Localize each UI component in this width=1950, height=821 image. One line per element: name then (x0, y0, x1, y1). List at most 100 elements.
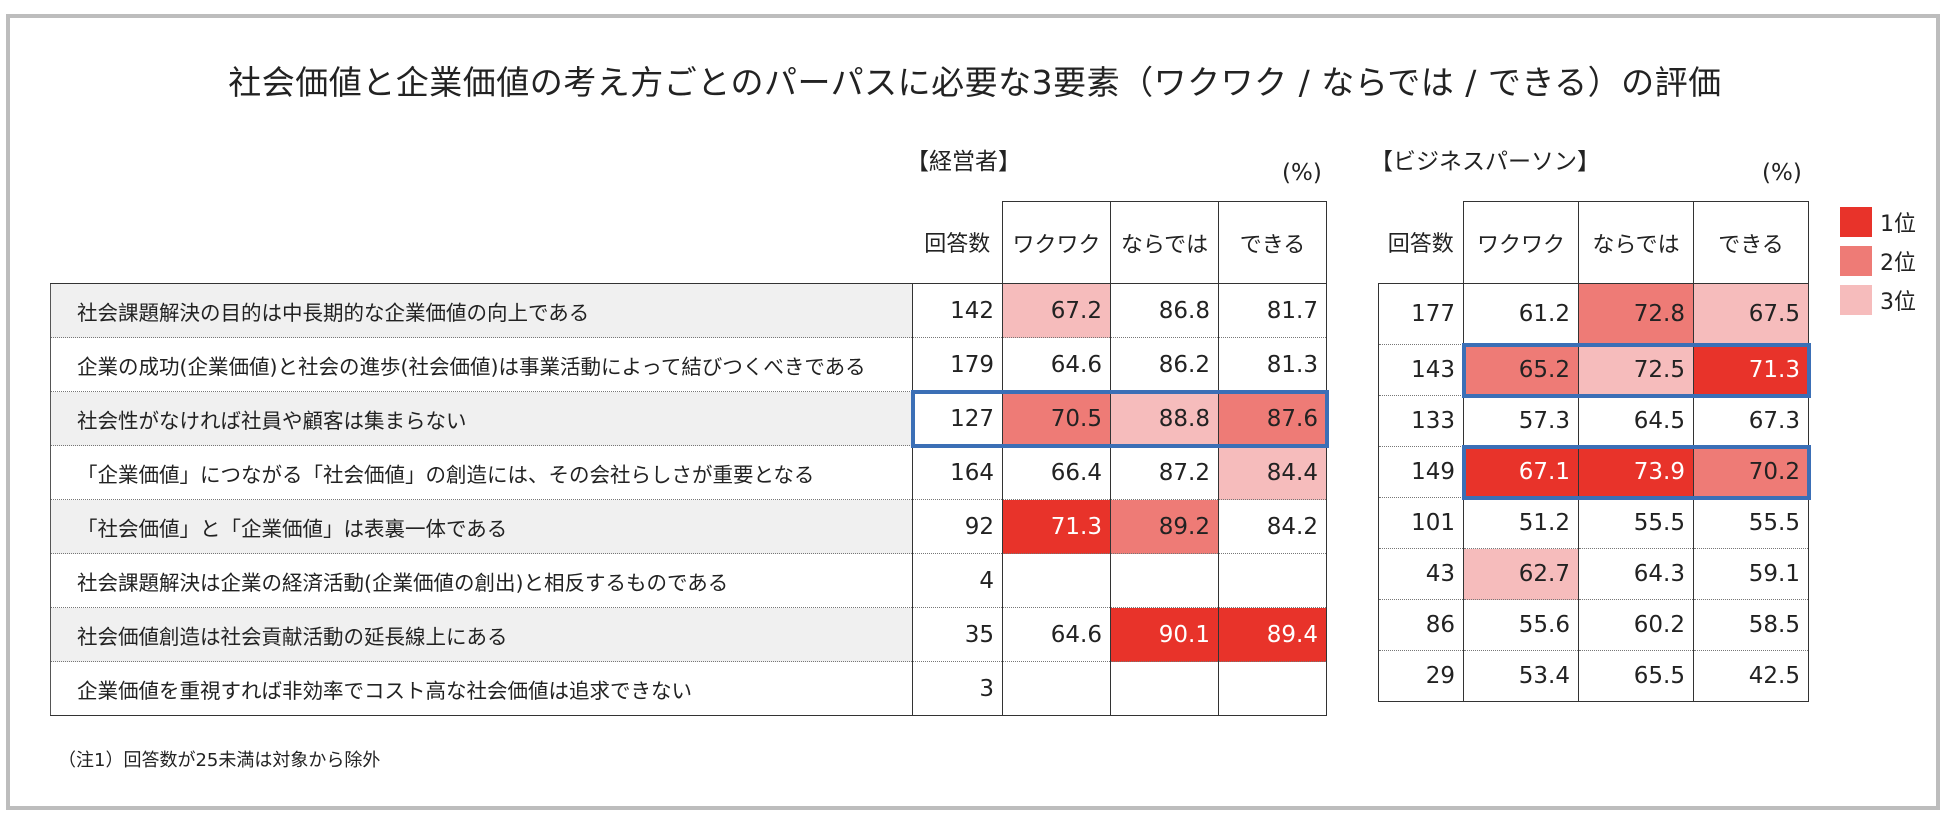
statement-cell: 社会課題解決は企業の経済活動(企業価値の創出)と相反するものである (50, 553, 913, 608)
wakuwaku-value-cell: 64.6 (1002, 607, 1111, 662)
dekiru-value-cell: 81.3 (1218, 337, 1327, 392)
header-dekiru: できる (1218, 201, 1327, 284)
wakuwaku-value-cell: 62.7 (1463, 548, 1579, 600)
naradewa-value-cell: 72.8 (1578, 283, 1694, 345)
footnote: （注1）回答数が25未満は対象から除外 (58, 750, 381, 771)
legend-swatch-rank3 (1840, 284, 1872, 315)
naradewa-value-cell: 88.8 (1110, 391, 1219, 446)
dekiru-value-cell: 59.1 (1693, 548, 1809, 600)
legend-label-rank2: 2位 (1880, 250, 1916, 276)
wakuwaku-value-cell: 57.3 (1463, 395, 1579, 447)
header-wakuwaku: ワクワク (1463, 201, 1579, 284)
responses-cell: 4 (912, 553, 1003, 608)
table-header-row: 回答数 ワクワク ならでは できる (50, 201, 1327, 284)
dekiru-value-cell: 58.5 (1693, 599, 1809, 651)
chart-frame (6, 14, 1940, 810)
business-persons-table: 回答数 ワクワク ならでは できる 177 61.2 72.8 67.5 143 65.2… (1378, 201, 1809, 702)
wakuwaku-value-cell: 61.2 (1463, 283, 1579, 345)
dekiru-value-cell (1218, 553, 1327, 608)
wakuwaku-value-cell: 51.2 (1463, 497, 1579, 549)
chart-title: 社会価値と企業価値の考え方ごとのパーパスに必要な3要素（ワクワク / ならでは … (228, 63, 1722, 102)
table-row: 133 57.3 64.5 67.3 (1378, 395, 1809, 447)
legend-label-rank1: 1位 (1880, 211, 1916, 237)
legend-item-rank3: 3位 (1840, 280, 1916, 319)
dekiru-value-cell: 84.2 (1218, 499, 1327, 554)
statement-cell: 社会性がなければ社員や顧客は集まらない (50, 391, 913, 446)
dekiru-value-cell: 84.4 (1218, 445, 1327, 500)
table-row: 「社会価値」と「企業価値」は表裏一体である 92 71.3 89.2 84.2 (50, 499, 1327, 554)
naradewa-value-cell: 86.2 (1110, 337, 1219, 392)
wakuwaku-value-cell: 67.1 (1463, 446, 1579, 498)
wakuwaku-value-cell: 70.5 (1002, 391, 1111, 446)
unit-label-business-persons: (%) (1762, 160, 1802, 186)
naradewa-value-cell: 90.1 (1110, 607, 1219, 662)
wakuwaku-value-cell: 71.3 (1002, 499, 1111, 554)
naradewa-value-cell: 55.5 (1578, 497, 1694, 549)
naradewa-value-cell: 60.2 (1578, 599, 1694, 651)
table-row: 社会課題解決は企業の経済活動(企業価値の創出)と相反するものである 4 (50, 553, 1327, 608)
statement-cell: 企業価値を重視すれば非効率でコスト高な社会価値は追求できない (50, 661, 913, 716)
table-row: 29 53.4 65.5 42.5 (1378, 650, 1809, 702)
responses-cell: 149 (1378, 446, 1464, 498)
legend-item-rank2: 2位 (1840, 241, 1916, 280)
table-row: 101 51.2 55.5 55.5 (1378, 497, 1809, 549)
dekiru-value-cell: 71.3 (1693, 344, 1809, 396)
statement-cell: 「企業価値」につながる「社会価値」の創造には、その会社らしさが重要となる (50, 445, 913, 500)
table-row: 149 67.1 73.9 70.2 (1378, 446, 1809, 498)
responses-cell: 101 (1378, 497, 1464, 549)
responses-cell: 35 (912, 607, 1003, 662)
naradewa-value-cell: 73.9 (1578, 446, 1694, 498)
legend: 1位 2位 3位 (1840, 202, 1916, 319)
table-row: 43 62.7 64.3 59.1 (1378, 548, 1809, 600)
responses-cell: 127 (912, 391, 1003, 446)
table-row: 「企業価値」につながる「社会価値」の創造には、その会社らしさが重要となる 164 6… (50, 445, 1327, 500)
dekiru-value-cell: 42.5 (1693, 650, 1809, 702)
responses-cell: 143 (1378, 344, 1464, 396)
legend-swatch-rank2 (1840, 245, 1872, 276)
table-row: 86 55.6 60.2 58.5 (1378, 599, 1809, 651)
wakuwaku-value-cell: 67.2 (1002, 283, 1111, 338)
statement-cell: 社会価値創造は社会貢献活動の延長線上にある (50, 607, 913, 662)
wakuwaku-value-cell (1002, 661, 1111, 716)
responses-cell: 142 (912, 283, 1003, 338)
naradewa-value-cell: 89.2 (1110, 499, 1219, 554)
table-row: 177 61.2 72.8 67.5 (1378, 283, 1809, 345)
responses-cell: 86 (1378, 599, 1464, 651)
responses-cell: 179 (912, 337, 1003, 392)
statement-cell: 「社会価値」と「企業価値」は表裏一体である (50, 499, 913, 554)
legend-swatch-rank1 (1840, 206, 1872, 237)
statement-cell: 社会課題解決の目的は中長期的な企業価値の向上である (50, 283, 913, 338)
responses-cell: 3 (912, 661, 1003, 716)
unit-label-executives: (%) (1282, 160, 1322, 186)
header-statement (50, 201, 913, 284)
header-responses: 回答数 (1378, 201, 1464, 284)
responses-cell: 177 (1378, 283, 1464, 345)
group-label-business-persons: 【ビジネスパーソン】 (1370, 149, 1600, 175)
naradewa-value-cell: 64.5 (1578, 395, 1694, 447)
dekiru-value-cell: 81.7 (1218, 283, 1327, 338)
naradewa-value-cell (1110, 553, 1219, 608)
naradewa-value-cell (1110, 661, 1219, 716)
wakuwaku-value-cell: 53.4 (1463, 650, 1579, 702)
naradewa-value-cell: 87.2 (1110, 445, 1219, 500)
legend-label-rank3: 3位 (1880, 289, 1916, 315)
dekiru-value-cell: 87.6 (1218, 391, 1327, 446)
table-row: 企業価値を重視すれば非効率でコスト高な社会価値は追求できない 3 (50, 661, 1327, 716)
header-naradewa: ならでは (1578, 201, 1694, 284)
executives-table: 回答数 ワクワク ならでは できる 社会課題解決の目的は中長期的な企業価値の向上… (50, 201, 1327, 716)
table-row: 企業の成功(企業価値)と社会の進歩(社会価値)は事業活動によって結びつくべきであ… (50, 337, 1327, 392)
header-naradewa: ならでは (1110, 201, 1219, 284)
dekiru-value-cell: 67.5 (1693, 283, 1809, 345)
wakuwaku-value-cell: 66.4 (1002, 445, 1111, 500)
header-responses: 回答数 (912, 201, 1003, 284)
header-wakuwaku: ワクワク (1002, 201, 1111, 284)
dekiru-value-cell: 55.5 (1693, 497, 1809, 549)
naradewa-value-cell: 64.3 (1578, 548, 1694, 600)
dekiru-value-cell: 70.2 (1693, 446, 1809, 498)
responses-cell: 164 (912, 445, 1003, 500)
responses-cell: 29 (1378, 650, 1464, 702)
group-label-executives: 【経営者】 (906, 149, 1021, 175)
table-row: 社会課題解決の目的は中長期的な企業価値の向上である 142 67.2 86.8 81.7 (50, 283, 1327, 338)
responses-cell: 43 (1378, 548, 1464, 600)
wakuwaku-value-cell: 55.6 (1463, 599, 1579, 651)
